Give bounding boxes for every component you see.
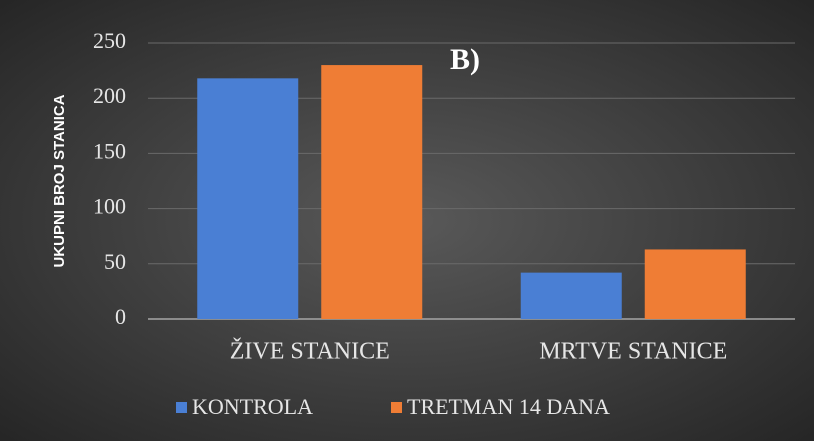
legend-swatch <box>391 402 402 413</box>
annotation: B) <box>450 43 480 76</box>
y-tick-label: 200 <box>93 83 126 108</box>
y-axis-label: UKUPNI BROJ STANICA <box>51 94 68 267</box>
legend-label: TRETMAN 14 DANA <box>407 394 610 419</box>
bar <box>520 272 622 319</box>
bar <box>321 65 423 319</box>
bar <box>644 249 746 319</box>
y-tick-label: 50 <box>104 249 126 274</box>
y-tick-label: 100 <box>93 194 126 219</box>
x-tick-label: ŽIVE STANICE <box>230 339 390 365</box>
x-tick-label: MRTVE STANICE <box>539 339 727 365</box>
bar <box>197 78 299 319</box>
y-tick-label: 150 <box>93 138 126 163</box>
y-tick-label: 0 <box>115 304 126 329</box>
y-tick-label: 250 <box>93 28 126 53</box>
legend-label: KONTROLA <box>192 394 313 419</box>
legend-swatch <box>176 402 187 413</box>
